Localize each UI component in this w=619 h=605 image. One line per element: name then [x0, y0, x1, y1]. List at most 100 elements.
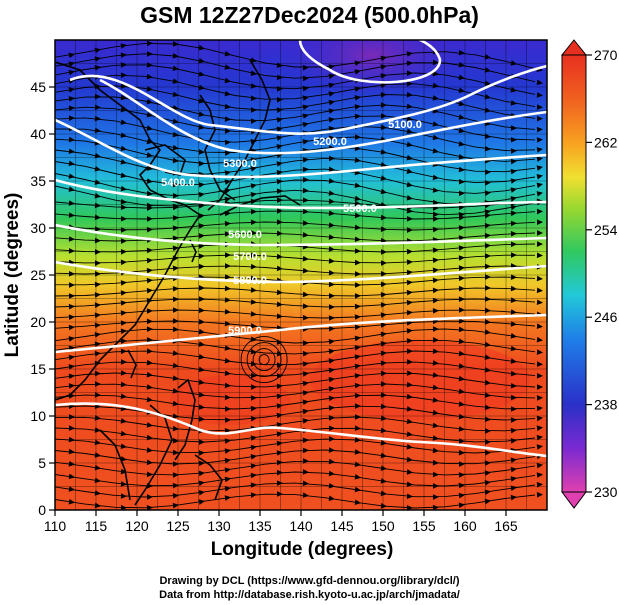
wind-arrow: [380, 490, 387, 497]
wind-arrow: [484, 450, 491, 456]
wind-arrow: [406, 393, 413, 400]
wind-arrow: [94, 427, 101, 433]
wind-arrow: [146, 494, 153, 500]
wind-arrow: [68, 173, 75, 179]
wind-arrow: [380, 503, 387, 509]
wind-arrow: [432, 297, 439, 304]
contour-label: 5400.0: [161, 177, 195, 189]
wind-arrow: [146, 152, 153, 158]
wind-arrow: [146, 459, 153, 466]
wind-arrow: [250, 157, 257, 163]
wind-arrow: [250, 166, 257, 172]
wind-arrow: [276, 86, 283, 92]
wind-arrow: [432, 422, 439, 429]
wind-arrow: [458, 255, 465, 261]
wind-arrow: [172, 215, 179, 221]
wind-arrow: [94, 260, 101, 266]
wind-arrow: [380, 381, 387, 387]
wind-arrow: [354, 282, 361, 288]
wind-arrow: [458, 265, 465, 271]
wind-arrow: [328, 425, 335, 432]
wind-arrow: [510, 220, 517, 227]
wind-arrow: [354, 182, 361, 188]
y-tick-label: 0: [38, 502, 46, 518]
wind-arrow: [302, 303, 309, 309]
wind-arrow: [458, 449, 465, 456]
wind-arrow: [380, 226, 387, 233]
wind-arrow: [458, 363, 465, 369]
wind-arrow: [172, 502, 179, 509]
wind-arrow: [510, 86, 517, 93]
wind-arrow: [198, 160, 205, 167]
wind-arrow: [328, 178, 335, 184]
x-tick-label: 165: [494, 518, 518, 534]
wind-arrow: [432, 326, 439, 332]
wind-arrow: [354, 248, 361, 254]
wind-arrow: [172, 157, 179, 164]
wind-arrow: [510, 158, 517, 165]
wind-arrow: [224, 297, 231, 303]
wind-arrow: [406, 51, 413, 57]
wind-arrow: [328, 135, 335, 141]
colorbar-lower-arrow: [561, 491, 587, 509]
wind-arrow: [510, 136, 517, 143]
wind-arrow: [146, 434, 153, 441]
wind-arrow: [328, 447, 335, 453]
wind-arrow: [536, 405, 543, 412]
wind-arrow: [328, 258, 335, 264]
wind-arrow: [146, 98, 153, 105]
wind-arrow: [354, 69, 361, 75]
wind-arrow: [276, 126, 283, 132]
wind-arrow: [94, 332, 101, 338]
wind-arrow: [68, 148, 75, 155]
wind-arrow: [276, 208, 283, 214]
wind-arrow: [172, 53, 179, 59]
wind-arrow: [536, 444, 543, 450]
wind-arrow: [94, 166, 101, 172]
wind-arrow: [276, 459, 283, 466]
wind-arrow: [94, 271, 101, 277]
wind-arrow: [536, 415, 543, 422]
wind-arrow: [302, 418, 309, 424]
wind-arrow: [224, 308, 231, 315]
wind-arrow: [328, 436, 335, 442]
wind-arrow: [172, 225, 179, 231]
wind-arrow: [302, 104, 309, 111]
wind-arrow: [146, 287, 153, 294]
wind-arrow: [276, 188, 283, 195]
wind-arrow: [484, 470, 491, 476]
wind-arrow: [250, 348, 257, 355]
wind-arrow: [68, 293, 75, 299]
wind-arrow: [224, 467, 231, 473]
wind-arrow: [198, 416, 205, 422]
wind-arrow: [406, 289, 413, 296]
wind-arrow: [146, 396, 153, 403]
wind-arrow: [354, 271, 361, 277]
wind-arrow: [276, 469, 283, 476]
wind-arrow: [120, 215, 127, 222]
wind-arrow: [146, 111, 153, 118]
wind-arrow: [198, 489, 205, 496]
wind-arrow: [380, 249, 387, 255]
colorbar-ticks: 270 262 254 246 238 230: [586, 47, 618, 500]
wind-arrow: [406, 279, 413, 286]
wind-arrow: [406, 469, 413, 475]
wind-arrow: [432, 308, 439, 314]
wind-arrow: [120, 259, 127, 266]
wind-arrow: [380, 350, 387, 357]
wind-arrow: [276, 383, 283, 390]
wind-arrow: [250, 472, 257, 479]
wind-arrow: [406, 195, 413, 201]
wind-arrow: [536, 434, 543, 441]
wind-arrow: [250, 198, 257, 205]
wind-arrow: [146, 190, 153, 197]
wind-arrow: [536, 147, 543, 153]
wind-arrow: [120, 320, 127, 326]
y-tick-label: 25: [30, 267, 46, 283]
wind-arrow: [250, 118, 257, 124]
wind-arrow: [276, 144, 283, 150]
x-tick-label: 140: [289, 518, 313, 534]
wind-arrow: [302, 64, 309, 71]
wind-arrow: [224, 170, 231, 176]
wind-arrow: [406, 227, 413, 233]
